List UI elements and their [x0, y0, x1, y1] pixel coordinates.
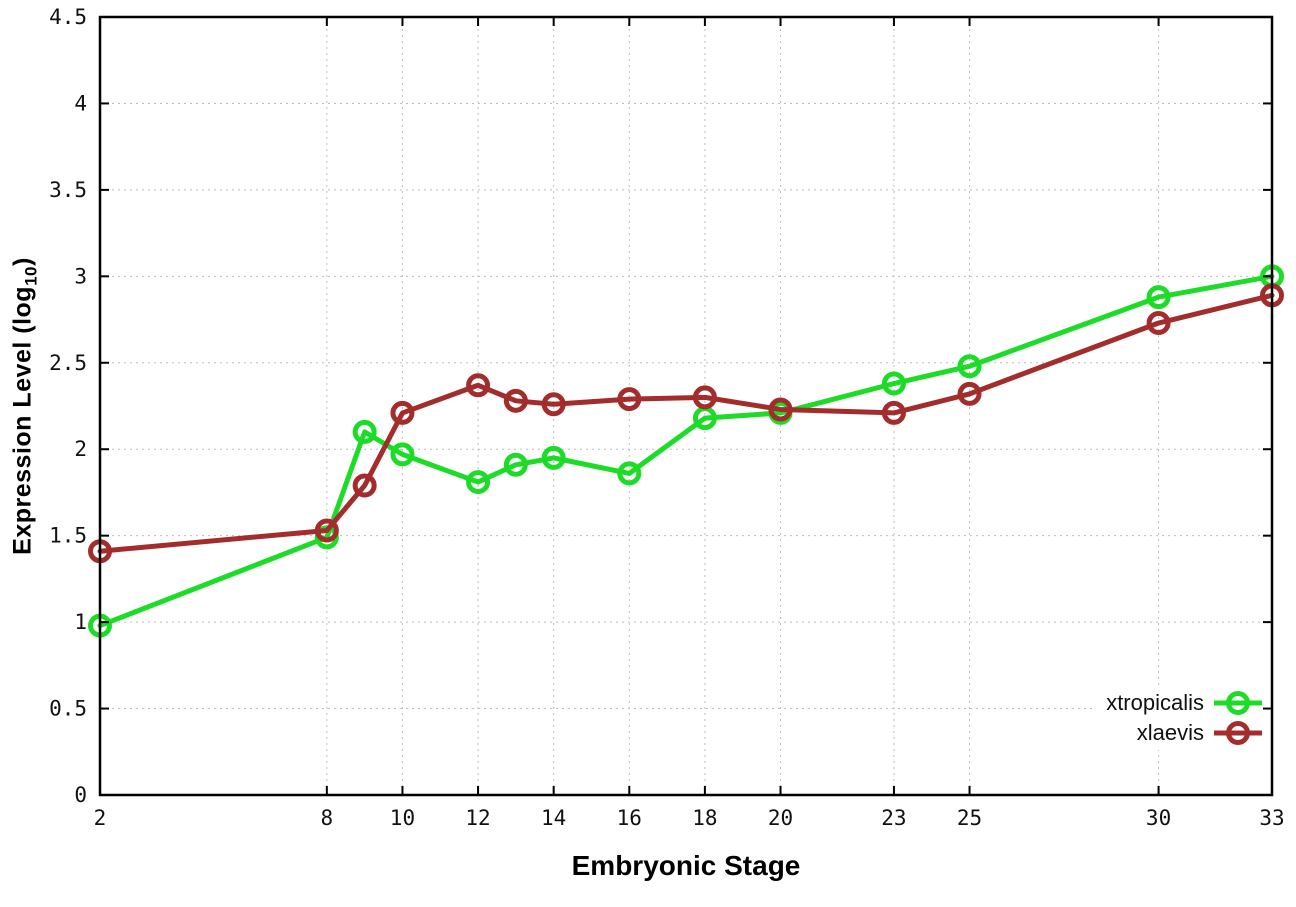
x-tick-label: 30: [1146, 806, 1171, 830]
data-point-xlaevis: [541, 392, 566, 417]
legend-marker-xlaevis-icon: [1214, 721, 1262, 745]
x-tick-label: 33: [1259, 806, 1284, 830]
data-point-xlaevis: [314, 518, 339, 543]
legend: xtropicalis xlaevis: [1092, 686, 1263, 750]
data-point-xlaevis: [466, 373, 491, 398]
y-tick-label: 3.5: [49, 178, 87, 202]
x-tick-label: 16: [617, 806, 642, 830]
data-point-xtropicalis: [881, 371, 906, 396]
y-axis-title-subscript: 10: [21, 265, 41, 286]
x-tick-label: 8: [321, 806, 334, 830]
data-point-xtropicalis: [466, 470, 491, 495]
x-tick-label: 18: [692, 806, 717, 830]
data-point-xlaevis: [1146, 311, 1171, 336]
y-tick-label: 4: [74, 91, 87, 115]
data-point-xlaevis: [352, 473, 377, 498]
data-point-xtropicalis: [541, 445, 566, 470]
legend-label-xlaevis: xlaevis: [1136, 720, 1204, 745]
data-point-xlaevis: [617, 387, 642, 412]
legend-label-xtropicalis: xtropicalis: [1106, 690, 1204, 715]
y-tick-label: 0: [74, 783, 87, 807]
data-point-xtropicalis: [352, 419, 377, 444]
legend-entry-xlaevis: xlaevis: [1106, 718, 1263, 748]
series-line-xtropicalis: [97, 273, 1275, 629]
series-line-xlaevis: [97, 292, 1275, 554]
data-point-xlaevis: [692, 385, 717, 410]
x-tick-label: 25: [957, 806, 982, 830]
y-tick-label: 2: [74, 437, 87, 461]
x-axis-title: Embryonic Stage: [571, 850, 801, 881]
data-point-xlaevis: [768, 397, 793, 422]
legend-marker-xtropicalis-icon: [1214, 691, 1262, 715]
y-axis-title-suffix: ): [8, 257, 37, 266]
y-axis-title: Expression Level (log10): [9, 257, 42, 555]
plot-border: [98, 15, 1274, 797]
data-point-xlaevis: [503, 388, 528, 413]
y-axis-title-text: Expression Level (log: [8, 285, 37, 555]
data-point-xtropicalis: [1146, 285, 1171, 310]
data-point-xlaevis: [881, 400, 906, 425]
data-point-xlaevis: [957, 381, 982, 406]
x-tick-label: 20: [768, 806, 793, 830]
data-point-xtropicalis: [390, 442, 415, 467]
y-tick-label: 1: [74, 610, 87, 634]
x-tick-label: 12: [465, 806, 490, 830]
y-tick-label: 1.5: [49, 524, 87, 548]
data-point-xtropicalis: [957, 354, 982, 379]
x-tick-label: 23: [881, 806, 906, 830]
legend-entry-xtropicalis: xtropicalis: [1106, 688, 1263, 718]
x-tick-label: 14: [541, 806, 566, 830]
x-tick-label: 10: [390, 806, 415, 830]
y-tick-label: 0.5: [49, 697, 87, 721]
x-tick-label: 2: [94, 806, 107, 830]
data-point-xtropicalis: [503, 452, 528, 477]
data-point-xtropicalis: [617, 461, 642, 486]
y-tick-label: 2.5: [49, 351, 87, 375]
y-tick-label: 4.5: [49, 5, 87, 29]
data-point-xlaevis: [390, 400, 415, 425]
y-tick-label: 3: [74, 264, 87, 288]
